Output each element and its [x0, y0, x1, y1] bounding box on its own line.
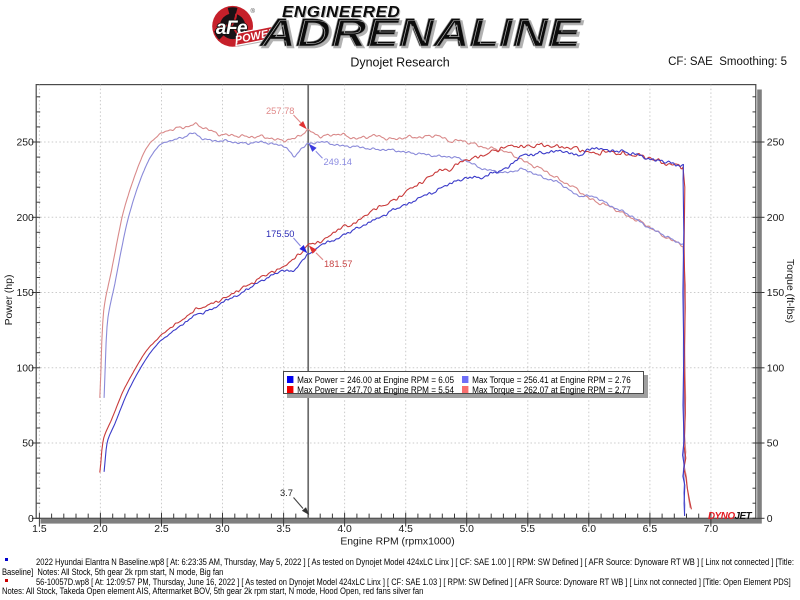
svg-text:6.0: 6.0	[582, 524, 597, 535]
svg-text:1.5: 1.5	[32, 524, 47, 535]
svg-text:3.7: 3.7	[280, 488, 293, 498]
svg-text:6.5: 6.5	[643, 524, 658, 535]
svg-text:ENGINEERED: ENGINEERED	[282, 3, 400, 20]
svg-text:Torque (ft-lbs): Torque (ft-lbs)	[784, 259, 795, 323]
svg-text:200: 200	[16, 213, 34, 224]
svg-text:249.14: 249.14	[324, 157, 352, 167]
svg-text:®: ®	[251, 8, 256, 15]
svg-text:7.0: 7.0	[704, 524, 719, 535]
svg-text:200: 200	[767, 213, 785, 224]
svg-text:5.0: 5.0	[459, 524, 474, 535]
svg-text:250: 250	[16, 138, 34, 149]
svg-text:257.78: 257.78	[266, 106, 294, 116]
svg-text:181.57: 181.57	[324, 259, 352, 269]
svg-text:150: 150	[16, 288, 34, 299]
svg-text:ADRENALINE: ADRENALINE	[259, 11, 582, 55]
svg-text:100: 100	[767, 363, 785, 374]
svg-text:Dynojet Research: Dynojet Research	[350, 55, 449, 69]
svg-text:50: 50	[767, 439, 779, 450]
svg-text:4.0: 4.0	[337, 524, 352, 535]
svg-text:250: 250	[767, 138, 785, 149]
svg-text:2.0: 2.0	[93, 524, 108, 535]
svg-text:0: 0	[767, 514, 773, 525]
svg-text:100: 100	[16, 363, 34, 374]
svg-text:4.5: 4.5	[398, 524, 413, 535]
svg-text:CF: SAE Smoothing: 5: CF: SAE Smoothing: 5	[668, 56, 787, 68]
svg-text:5.5: 5.5	[521, 524, 536, 535]
svg-text:3.0: 3.0	[215, 524, 230, 535]
svg-text:Engine RPM (rpmx1000): Engine RPM (rpmx1000)	[340, 537, 454, 548]
svg-text:DYNO: DYNO	[708, 511, 735, 522]
svg-text:3.5: 3.5	[276, 524, 291, 535]
svg-text:150: 150	[767, 288, 785, 299]
svg-text:Power (hp): Power (hp)	[4, 275, 15, 326]
svg-text:JET: JET	[735, 511, 753, 522]
svg-text:0: 0	[28, 514, 34, 525]
svg-text:175.50: 175.50	[266, 229, 294, 239]
svg-text:2.5: 2.5	[154, 524, 169, 535]
svg-text:50: 50	[22, 439, 34, 450]
